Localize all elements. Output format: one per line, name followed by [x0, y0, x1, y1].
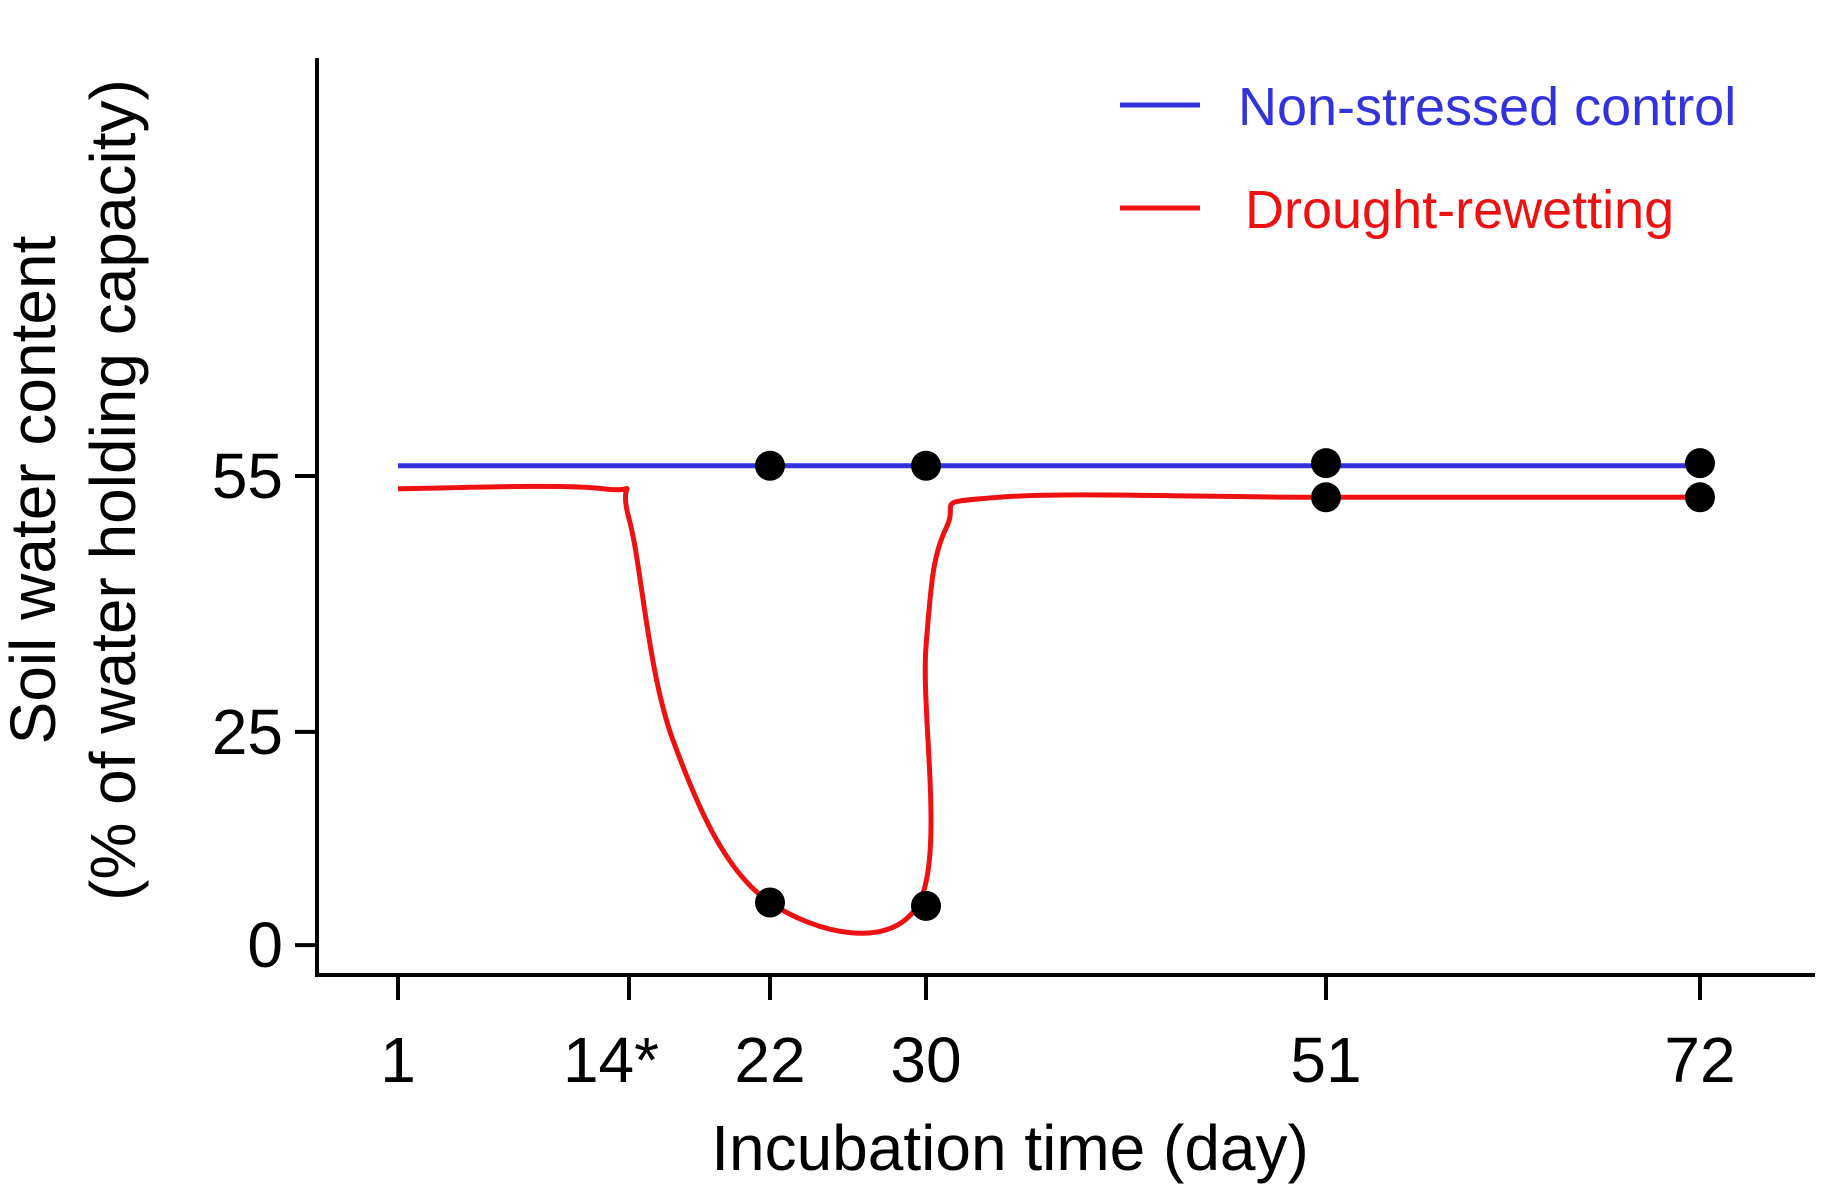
x-tick-label: 22	[734, 1024, 805, 1096]
y-tick-label: 25	[212, 696, 283, 768]
markers-layer	[755, 448, 1715, 921]
data-point-marker	[1685, 448, 1715, 479]
x-tick-label: 30	[890, 1024, 961, 1096]
ticks-layer: 1 14* 22 30 51 72 0 25 55	[212, 440, 1736, 1096]
legend: Non-stressed control Drought-rewetting	[1120, 77, 1736, 240]
series-layer	[397, 463, 1700, 936]
x-tick-label: 14*	[563, 1024, 659, 1096]
x-tick-label: 1	[380, 1024, 416, 1096]
data-point-marker	[755, 450, 785, 481]
y-tick-label: 0	[247, 909, 283, 981]
legend-label: Drought-rewetting	[1245, 180, 1674, 240]
data-point-marker	[911, 890, 941, 921]
data-point-marker	[1311, 482, 1341, 513]
y-axis-title-line1: Soil water content	[0, 235, 69, 744]
x-tick-label: 72	[1664, 1024, 1735, 1096]
data-point-marker	[911, 450, 941, 481]
y-tick-label: 55	[212, 440, 283, 512]
data-point-marker	[755, 887, 785, 918]
x-tick-label: 51	[1290, 1024, 1361, 1096]
data-point-marker	[1311, 448, 1341, 479]
data-point-marker	[1685, 482, 1715, 513]
x-axis-title: Incubation time (day)	[711, 1112, 1309, 1184]
legend-label: Non-stressed control	[1238, 77, 1736, 137]
series-line-1	[397, 483, 1700, 936]
y-axis-title-line2: (% of water holding capacity)	[77, 79, 149, 901]
